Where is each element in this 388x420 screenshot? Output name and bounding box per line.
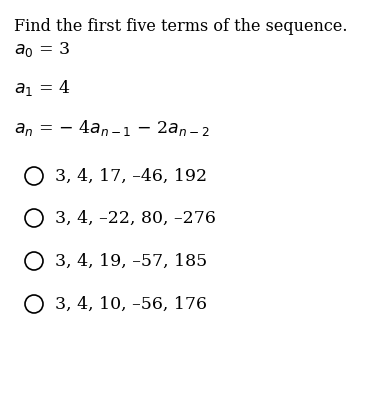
Text: 3, 4, 10, –56, 176: 3, 4, 10, –56, 176	[55, 296, 207, 313]
Text: $a_n$ = $-$ 4$a_{n-1}$ $-$ 2$a_{n-2}$: $a_n$ = $-$ 4$a_{n-1}$ $-$ 2$a_{n-2}$	[14, 118, 210, 138]
Text: 3, 4, 19, –57, 185: 3, 4, 19, –57, 185	[55, 253, 207, 270]
Text: Find the first five terms of the sequence.: Find the first five terms of the sequenc…	[14, 18, 348, 35]
Text: 3, 4, 17, –46, 192: 3, 4, 17, –46, 192	[55, 168, 207, 185]
Text: $a_1$ = 4: $a_1$ = 4	[14, 78, 71, 98]
Text: $a_0$ = 3: $a_0$ = 3	[14, 40, 70, 59]
Text: 3, 4, –22, 80, –276: 3, 4, –22, 80, –276	[55, 210, 216, 227]
